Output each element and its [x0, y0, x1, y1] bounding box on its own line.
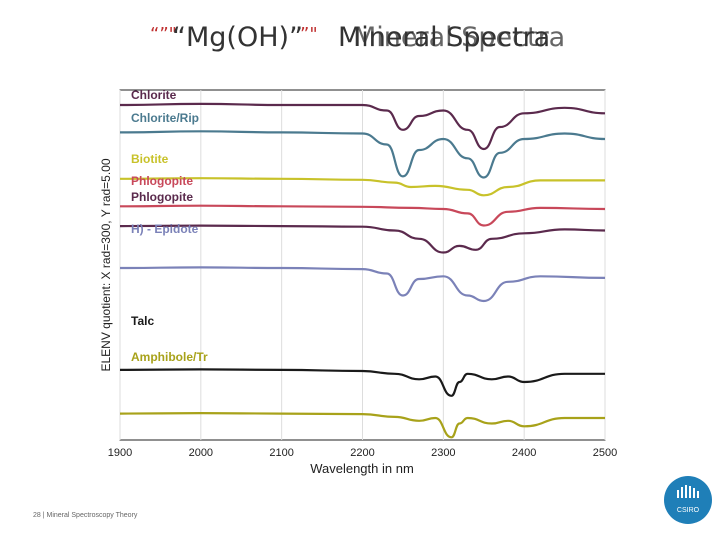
series-curves	[119, 102, 606, 439]
x-tick-label: 2000	[189, 447, 213, 459]
series-label: Talc	[131, 314, 154, 328]
series-line	[119, 102, 606, 151]
series-line	[119, 224, 606, 254]
series-label: Phlogopite	[131, 174, 193, 188]
x-tick-label: 1900	[108, 447, 132, 459]
title-fragment-1: “”"	[150, 24, 177, 45]
title-fragment-5: Mineral Spectra	[353, 22, 566, 53]
series-label: Chlorite	[131, 88, 177, 102]
x-tick-label: 2100	[269, 447, 293, 459]
x-tick-label: 2300	[431, 447, 455, 459]
series-label: Chlorite/Rip	[131, 111, 199, 125]
x-ticks: 1900 2000 2100 2200 2300 2400 2500	[108, 447, 617, 459]
slide-footer: 28 | Mineral Spectroscopy Theory	[33, 512, 138, 519]
svg-text:CSIRO: CSIRO	[677, 507, 700, 514]
series-line	[119, 411, 605, 439]
spectra-chart: Chlorite Chlorite/Rip Biotite Phlogopite Phl…	[99, 88, 617, 476]
series-label: Amphibole/Tr	[131, 350, 208, 364]
x-tick-label: 2200	[350, 447, 374, 459]
series-line	[119, 130, 606, 179]
series-line	[119, 204, 606, 227]
x-axis-label: Wavelength in nm	[310, 461, 414, 476]
series-label: H) - Epidote	[131, 222, 199, 236]
y-axis-label: ELENV quotient: X rad=300, Y rad=5.00	[99, 158, 113, 371]
series-line	[119, 177, 605, 197]
series-line	[119, 368, 605, 397]
title-fragment-2: “Mg(OH)”	[172, 22, 304, 53]
title-fragment-3: ”"	[300, 24, 318, 45]
slide-title: “”" “Mg(OH)” ”" Mineral Spectra Mineral …	[150, 22, 620, 62]
series-line	[119, 266, 606, 303]
series-label: Biotite	[131, 152, 169, 166]
title-fragment-4: Mineral Spectra	[338, 22, 551, 53]
series-label: Phlogopite	[131, 190, 193, 204]
series-labels: Chlorite Chlorite/Rip Biotite Phlogopite Phl…	[131, 88, 208, 364]
x-tick-label: 2400	[512, 447, 536, 459]
x-tick-label: 2500	[593, 447, 617, 459]
csiro-logo: CSIRO	[664, 476, 712, 524]
